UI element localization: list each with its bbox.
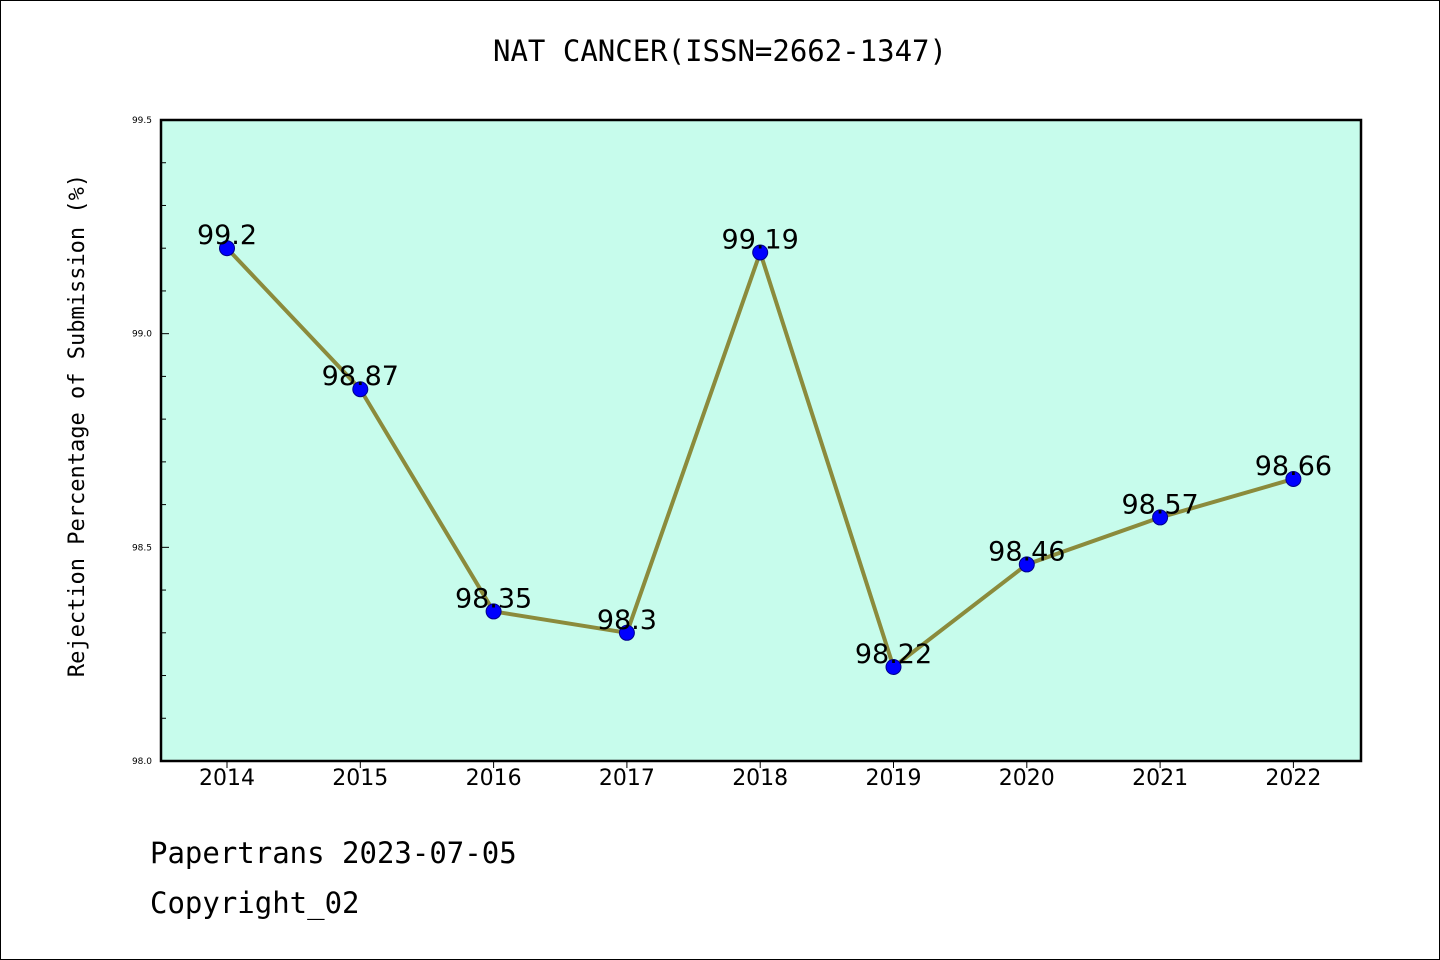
- data-point: [1285, 470, 1302, 487]
- x-tick-label: 2014: [199, 766, 255, 791]
- x-tick-label: 2019: [866, 766, 922, 791]
- x-tick-label: 2017: [599, 766, 655, 791]
- data-label: 98.22: [855, 639, 932, 670]
- chart-title: NAT CANCER(ISSN=2662-1347): [493, 34, 947, 68]
- plot-border: [159, 118, 1363, 763]
- footer-copyright: Copyright_02: [150, 886, 360, 920]
- y-tick-label: 98.5: [132, 543, 152, 553]
- data-point: [752, 244, 769, 261]
- data-point: [1018, 556, 1035, 573]
- data-label: 98.46: [988, 536, 1065, 567]
- data-point: [352, 381, 369, 398]
- y-axis-label: Rejection Percentage of Submission (%): [65, 174, 90, 677]
- data-label: 98.57: [1121, 489, 1198, 520]
- data-point: [219, 240, 235, 257]
- data-label: 99.2: [197, 220, 257, 251]
- data-point: [618, 624, 635, 641]
- data-point: [1152, 509, 1169, 526]
- data-label: 99.19: [722, 224, 799, 255]
- y-tick-label: 99.5: [132, 116, 152, 126]
- y-tick-label: 99.0: [132, 330, 152, 340]
- x-tick-label: 2016: [466, 766, 522, 791]
- x-tick-label: 2022: [1265, 766, 1321, 791]
- data-label: 98.66: [1255, 451, 1332, 482]
- x-tick-label: 2020: [999, 766, 1055, 791]
- plot-area: [161, 120, 1361, 761]
- data-label: 98.35: [455, 583, 532, 614]
- data-point: [885, 658, 902, 675]
- footer-date: Papertrans 2023-07-05: [150, 836, 517, 870]
- x-tick-label: 2021: [1132, 766, 1188, 791]
- data-point: [485, 603, 502, 620]
- data-label: 98.87: [322, 361, 399, 392]
- y-tick-label: 98.0: [132, 757, 152, 767]
- x-tick-label: 2015: [332, 766, 388, 791]
- x-tick-label: 2018: [732, 766, 788, 791]
- data-label: 98.3: [597, 605, 657, 636]
